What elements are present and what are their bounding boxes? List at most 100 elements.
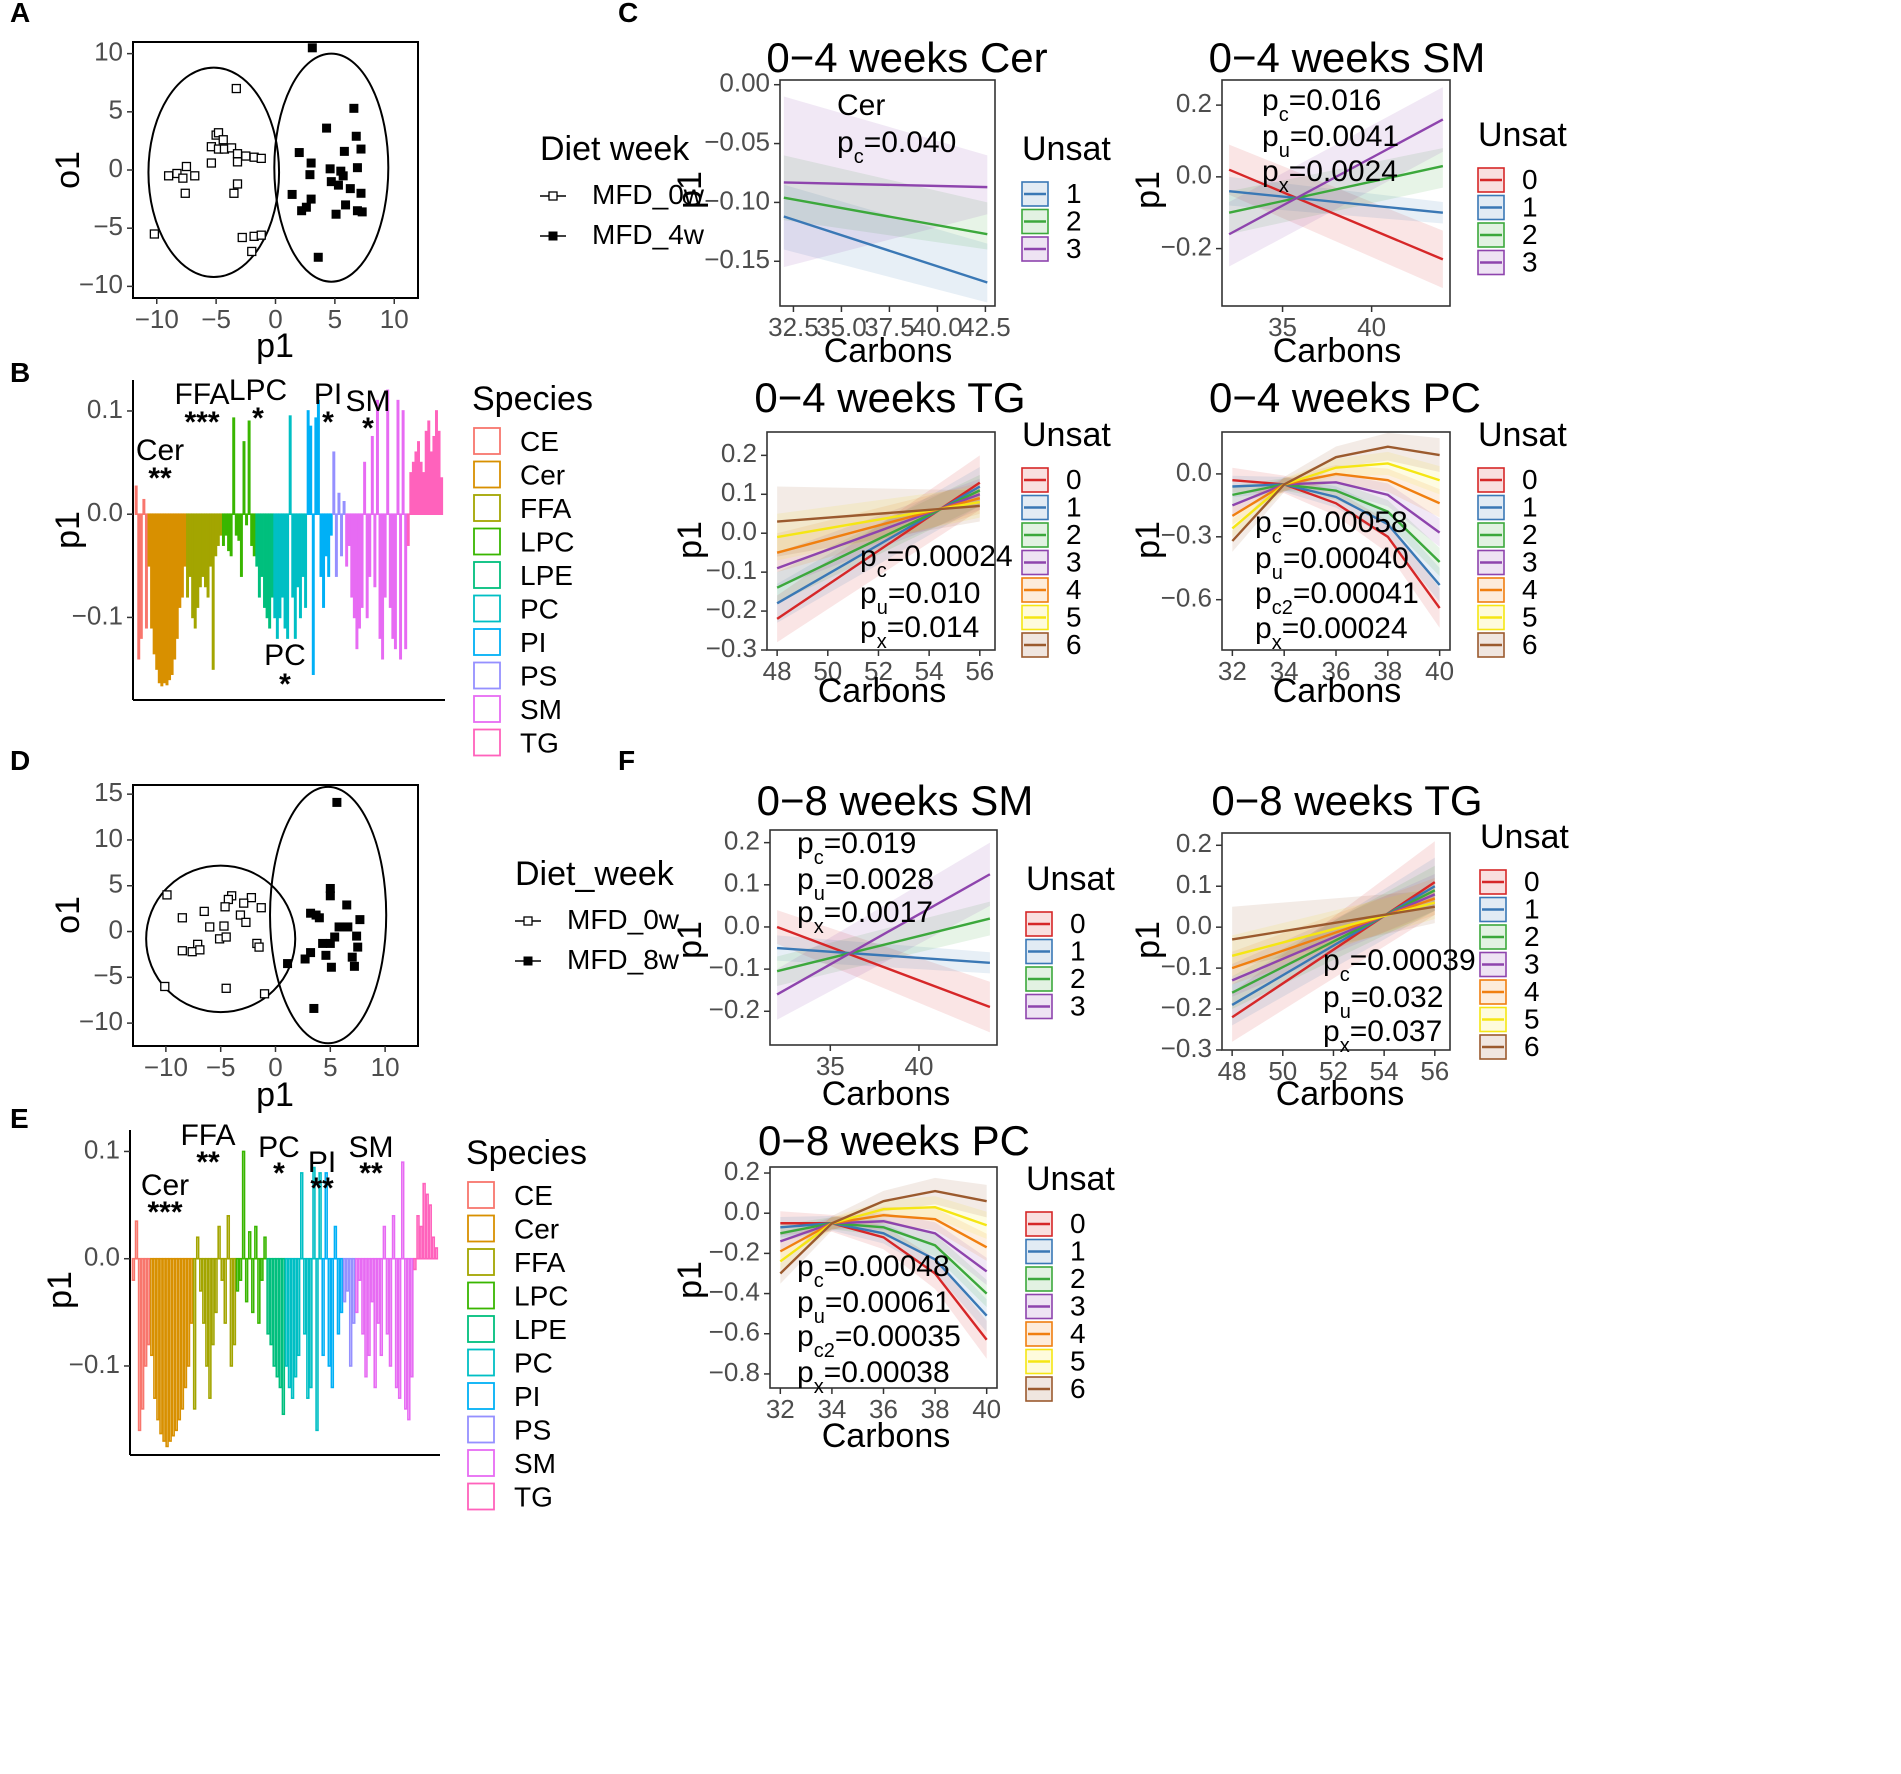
y-axis-title: p1 — [671, 521, 709, 559]
panel-title: 0−4 weeks SM — [1209, 34, 1486, 81]
p-symbol: p — [797, 896, 814, 929]
loading-bar — [361, 1257, 365, 1335]
legend-label: TG — [514, 1482, 553, 1513]
loading-bar — [257, 1257, 261, 1324]
annotation-stars: ** — [196, 1146, 220, 1179]
legend-label: 0 — [1066, 464, 1082, 495]
data-point-open — [160, 981, 170, 992]
data-point-open — [177, 913, 187, 923]
series-line-3 — [1231, 893, 1436, 982]
data-point-filled — [345, 184, 355, 194]
y-tick-label: −10 — [79, 269, 123, 299]
series-line-6 — [779, 1189, 987, 1275]
p-symbol: p — [1262, 120, 1279, 153]
y-tick-label: 0.0 — [1176, 457, 1212, 487]
loading-bar — [260, 1257, 264, 1281]
loading-bar — [342, 501, 346, 515]
data-point-filled — [343, 922, 353, 932]
legend-label: 5 — [1066, 602, 1082, 633]
loading-bar — [363, 461, 367, 515]
legend-label: MFD_0w — [567, 904, 680, 935]
panel-label-A: A — [10, 0, 30, 28]
confidence-ribbon-1 — [783, 184, 988, 303]
loading-bar — [288, 415, 292, 515]
legend-label: 3 — [1524, 949, 1540, 980]
legend-key — [473, 527, 501, 556]
loading-bar — [422, 1182, 426, 1260]
legend-key — [473, 460, 501, 489]
y-tick-label: 5 — [109, 95, 123, 125]
loading-bar — [202, 1257, 206, 1324]
p-symbol: p — [1323, 944, 1340, 977]
x-tick-label: 34 — [1270, 656, 1299, 686]
loading-bar — [214, 513, 218, 557]
data-point-filled — [332, 797, 342, 807]
data-point-open — [259, 989, 270, 999]
data-point-filled — [352, 163, 362, 173]
loading-bar — [238, 1257, 243, 1281]
loading-bar — [283, 513, 287, 629]
confidence-ribbon-3 — [777, 478, 980, 588]
loading-bar — [191, 513, 195, 619]
loading-bar — [171, 1257, 175, 1437]
data-point-open — [246, 892, 257, 903]
loading-bar — [188, 513, 192, 577]
loading-bar — [174, 1257, 178, 1432]
loading-bar — [196, 513, 200, 608]
plot-frame — [132, 784, 419, 1047]
legend-title: Unsat — [1478, 116, 1567, 154]
loading-bar — [134, 1220, 139, 1260]
data-point-filled — [352, 931, 362, 941]
loading-bar — [330, 1257, 335, 1389]
series-line-4 — [1231, 472, 1441, 517]
loading-bar — [287, 1257, 292, 1389]
loading-bar — [278, 1257, 283, 1389]
loading-bar — [410, 1257, 414, 1378]
annotation-stars: * — [322, 406, 334, 439]
legend-label: 3 — [1070, 991, 1086, 1022]
confidence-ribbon-2 — [780, 1217, 987, 1308]
p-value: =0.0041 — [1290, 120, 1399, 153]
loading-bar — [385, 1257, 390, 1335]
loading-bar — [333, 1225, 338, 1260]
p-value: =0.00024 — [887, 540, 1013, 573]
loading-bar — [373, 513, 377, 588]
series-line-1 — [1231, 885, 1436, 1006]
loading-bar — [373, 1257, 377, 1389]
confidence-ribbon-1 — [780, 1216, 987, 1332]
loading-bar — [178, 513, 182, 608]
panel-title: 0−4 weeks PC — [1209, 374, 1481, 421]
panel-title: 0−4 weeks Cer — [766, 34, 1047, 81]
loading-bar — [195, 1236, 200, 1260]
x-axis-title: p1 — [256, 327, 294, 365]
x-tick-label: 35.0 — [816, 312, 867, 342]
data-point-filled — [357, 207, 367, 217]
data-point-open — [206, 158, 217, 168]
loading-bar — [286, 513, 290, 639]
loading-bar — [311, 513, 315, 675]
p-subscript: x — [1340, 1035, 1350, 1057]
series-MFD_4w — [287, 43, 367, 262]
series-line-3 — [783, 181, 988, 189]
x-tick-label: 40 — [905, 1051, 934, 1081]
y-tick-label: −0.4 — [709, 1276, 760, 1306]
loading-bar — [345, 513, 349, 567]
data-point-open — [229, 188, 239, 198]
x-tick-label: 5 — [323, 1052, 337, 1082]
x-tick-label: 10 — [380, 304, 409, 334]
loading-bar — [242, 441, 246, 515]
data-point-open — [232, 149, 243, 159]
data-point-filled — [325, 891, 335, 901]
x-tick-label: 40.0 — [912, 312, 963, 342]
loading-bar — [147, 1257, 151, 1346]
legend-key — [467, 1449, 495, 1477]
legend-label: 0 — [1070, 1208, 1086, 1239]
legend-key-filled — [548, 231, 558, 241]
loading-bar — [432, 435, 436, 515]
p-symbol: p — [797, 1286, 814, 1319]
data-point-filled — [356, 188, 366, 198]
series-line-6 — [1231, 445, 1440, 542]
p-value-annotation: pc2=0.00041 — [1255, 577, 1419, 619]
